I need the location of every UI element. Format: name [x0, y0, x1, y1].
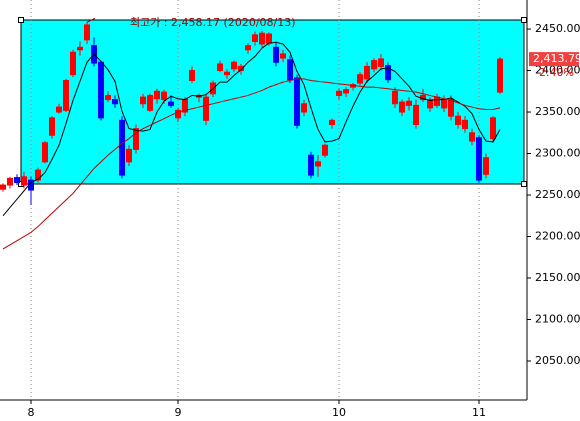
candle-body: [273, 46, 279, 63]
y-tick-label: 2200.00: [535, 230, 580, 243]
candle-body: [21, 176, 27, 186]
candle-body: [77, 46, 83, 51]
candle-body: [441, 99, 447, 109]
annotation-pointer: [86, 17, 96, 23]
candle-body: [427, 99, 433, 109]
y-tick-label: 2250.00: [535, 188, 580, 201]
y-tick-label: 2350.00: [535, 105, 580, 118]
candle-body: [217, 63, 223, 72]
candle-body: [287, 59, 293, 81]
candle-body: [175, 109, 181, 119]
candle-body: [49, 117, 55, 136]
candle-body: [315, 161, 321, 167]
candle-body: [364, 65, 370, 80]
candle-body: [14, 177, 20, 184]
candle-body: [434, 96, 440, 106]
candle-body: [147, 94, 153, 111]
candle-body: [63, 79, 69, 111]
candle-body: [56, 106, 62, 113]
candle-body: [238, 65, 244, 72]
y-tick-label: 2150.00: [535, 271, 580, 284]
last-price-box: [529, 52, 579, 67]
candle-body: [322, 144, 328, 156]
candle-body: [224, 71, 230, 76]
candle-body: [343, 89, 349, 94]
candle-body: [119, 119, 125, 176]
candle-body: [259, 32, 265, 45]
candle-body: [399, 101, 405, 113]
box-handle: [18, 17, 24, 23]
candle-body: [497, 58, 503, 93]
candle-body: [392, 90, 398, 105]
candle-body: [112, 99, 118, 105]
candle-body: [413, 104, 419, 125]
y-tick-label: 2450.00: [535, 22, 580, 35]
candle-body: [385, 65, 391, 81]
y-tick-label: 2100.00: [535, 313, 580, 326]
x-tick-label: 9: [175, 406, 182, 419]
candle-body: [105, 94, 111, 101]
box-handle: [521, 17, 527, 23]
candle-body: [35, 169, 41, 181]
candle-body: [203, 96, 209, 121]
y-tick-label: 2050.00: [535, 354, 580, 367]
x-tick-label: 11: [472, 406, 486, 419]
candle-body: [455, 115, 461, 125]
candle-body: [336, 90, 342, 96]
candle-body: [294, 77, 300, 126]
candle-body: [406, 100, 412, 106]
plot: [0, 0, 503, 400]
candle-body: [308, 154, 314, 176]
last-price-label: 2,413.79: [533, 52, 580, 65]
candle-body: [133, 128, 139, 150]
candle-body: [476, 137, 482, 181]
candle-body: [252, 34, 258, 42]
candle-body: [98, 61, 104, 119]
candle-body: [70, 51, 76, 76]
candle-body: [469, 132, 475, 142]
candle-body: [301, 103, 307, 113]
box-handle: [521, 181, 527, 187]
candle-body: [154, 90, 160, 100]
annotation: 최고가 : 2,458.17 (2020/08/13): [130, 16, 296, 29]
moving-average: [2, 78, 501, 250]
change-label: 2.40%: [539, 66, 574, 79]
candle-body: [126, 148, 132, 163]
candle-body: [378, 58, 384, 67]
candle-body: [140, 96, 146, 105]
candle-body: [189, 70, 195, 81]
highlight-box: [20, 19, 525, 185]
candle-body: [0, 184, 6, 190]
candle-body: [371, 60, 377, 70]
candle-body: [357, 74, 363, 84]
candle-body: [329, 119, 335, 125]
candle-body: [280, 53, 286, 59]
candle-body: [462, 119, 468, 130]
y-tick-label: 2300.00: [535, 147, 580, 160]
y-tick-label: 2400.00: [535, 64, 580, 77]
x-tick-label: 10: [332, 406, 346, 419]
moving-average: [2, 41, 501, 217]
candle-body: [7, 177, 13, 186]
candle-body: [168, 101, 174, 106]
candle-body: [266, 33, 272, 44]
candle-body: [161, 91, 167, 101]
candle-body: [483, 157, 489, 175]
candle-body: [448, 99, 454, 117]
candle-body: [84, 24, 90, 41]
candle-body: [42, 142, 48, 163]
candle-body: [245, 45, 251, 51]
x-tick-label: 8: [28, 406, 35, 419]
candle-body: [231, 61, 237, 70]
candle-body: [490, 117, 496, 140]
